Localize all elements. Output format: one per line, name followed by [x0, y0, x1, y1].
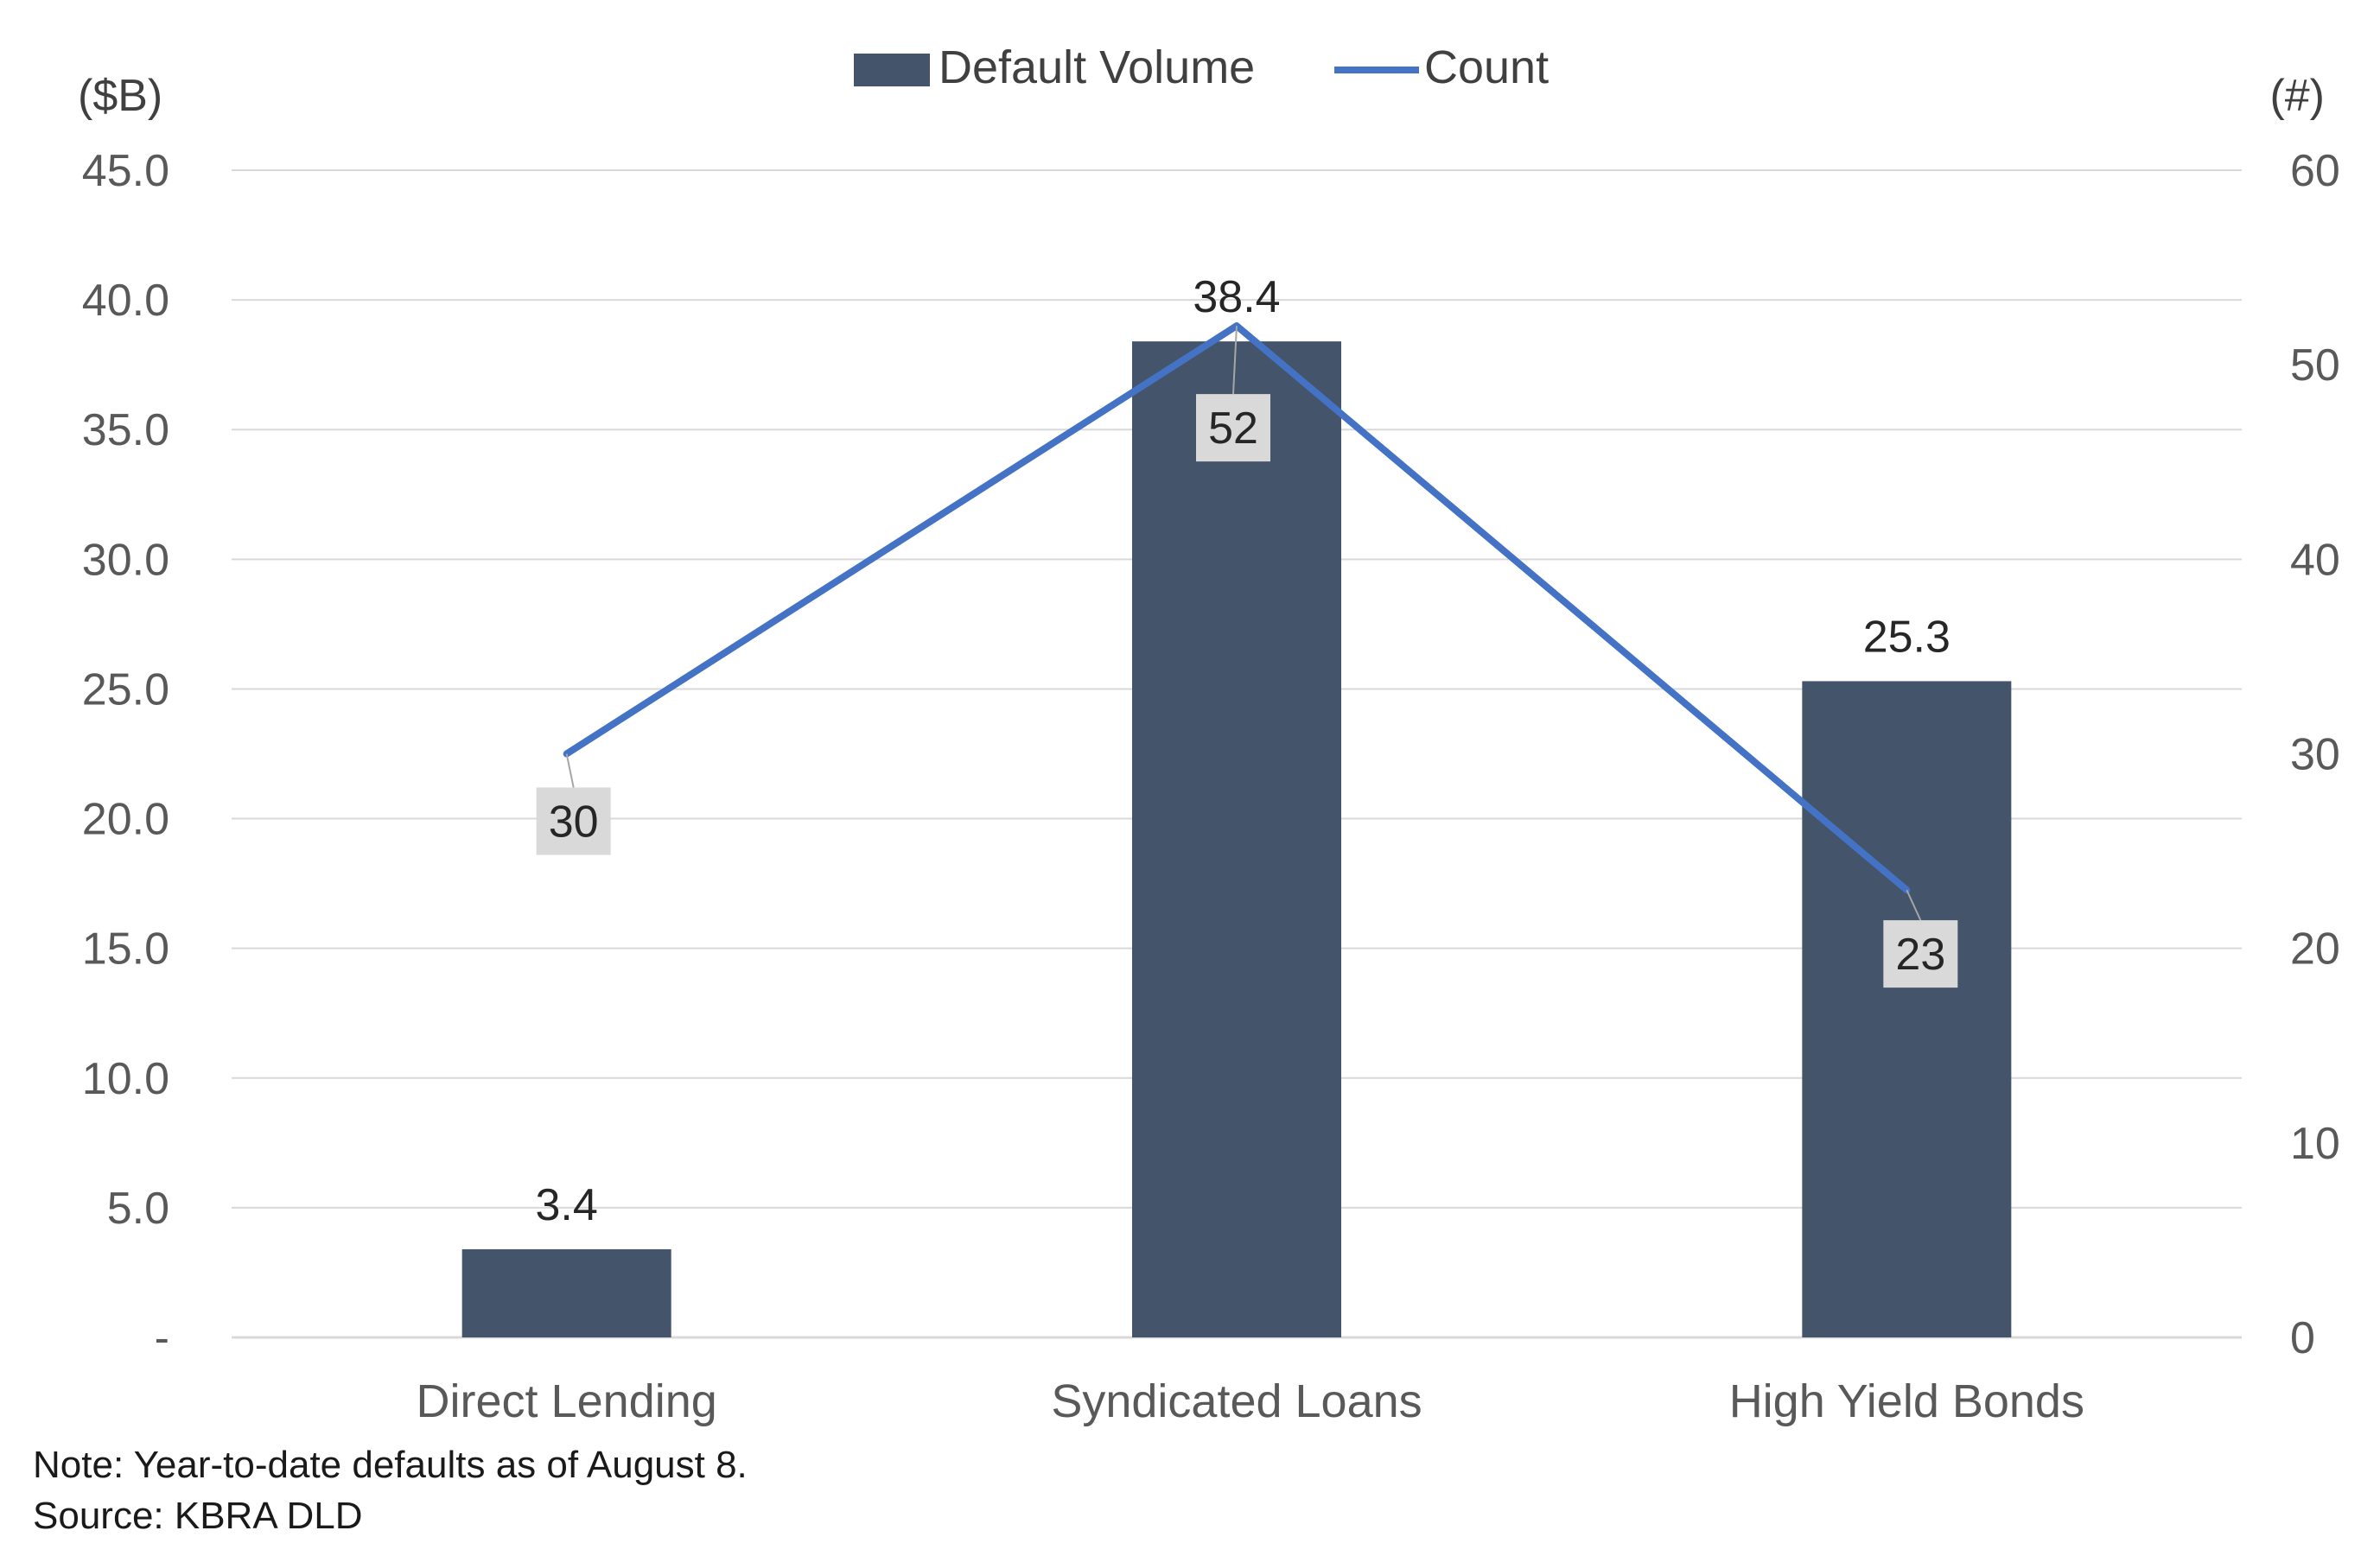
left-axis-tick-label: 45.0 — [82, 146, 169, 196]
legend: Default Volume Count — [854, 41, 1549, 93]
point-data-label: 23 — [1895, 930, 1945, 980]
left-axis-tick-label: - — [155, 1313, 169, 1363]
point-data-label: 30 — [549, 797, 599, 848]
bars-layer — [461, 341, 2012, 1337]
legend-label-count: Count — [1424, 41, 1549, 93]
right-axis-tick-label: 10 — [2290, 1119, 2340, 1169]
left-axis-tick-label: 35.0 — [82, 405, 169, 455]
left-axis-tick-label: 30.0 — [82, 535, 169, 585]
left-axis-tick-label: 15.0 — [82, 924, 169, 975]
right-axis-tick-label: 40 — [2290, 535, 2340, 585]
point-label-leader — [1232, 326, 1238, 395]
category-label: High Yield Bonds — [1729, 1375, 2084, 1427]
right-axis-tick-label: 0 — [2290, 1313, 2315, 1363]
point-label-leader — [1906, 889, 1922, 921]
point-label-leader — [565, 753, 575, 788]
legend-label-default-volume: Default Volume — [939, 41, 1255, 93]
point-data-label: 52 — [1208, 403, 1258, 454]
right-axis-tick-label: 30 — [2290, 730, 2340, 780]
axes-layer: - 5.0 10.0 15.0 20.0 25.0 30.0 35.0 40.0 45.0 0 10 2… — [82, 146, 2340, 1427]
category-label: Direct Lending — [417, 1375, 717, 1427]
bar-data-label: 3.4 — [536, 1180, 598, 1230]
legend-swatch-default-volume — [854, 54, 930, 86]
bar-data-label: 25.3 — [1863, 612, 1950, 662]
left-axis-tick-label: 5.0 — [107, 1184, 169, 1234]
bar-default-volume — [461, 1248, 671, 1337]
bar-default-volume — [1802, 681, 2012, 1337]
labels-layer: 3.4 38.4 25.3 30 52 23 — [536, 272, 1958, 1230]
left-axis-tick-label: 20.0 — [82, 795, 169, 845]
point-label-box — [1196, 394, 1270, 462]
left-axis-tick-label: 40.0 — [82, 276, 169, 326]
category-label: Syndicated Loans — [1051, 1375, 1422, 1427]
right-axis-tick-label: 60 — [2290, 146, 2340, 196]
right-axis-tick-label: 50 — [2290, 340, 2340, 391]
point-label-box — [536, 787, 611, 855]
bar-default-volume — [1132, 341, 1341, 1337]
bar-data-label: 38.4 — [1193, 272, 1280, 322]
left-axis-tick-label: 10.0 — [82, 1054, 169, 1104]
right-axis-tick-label: 20 — [2290, 924, 2340, 975]
chart-note: Note: Year-to-date defaults as of August… — [33, 1444, 748, 1486]
right-axis-unit: (#) — [2269, 71, 2325, 121]
left-axis-tick-label: 25.0 — [82, 664, 169, 714]
chart-source: Source: KBRA DLD — [33, 1495, 363, 1537]
point-label-box — [1883, 920, 1958, 988]
left-axis-unit: ($B) — [78, 71, 162, 121]
